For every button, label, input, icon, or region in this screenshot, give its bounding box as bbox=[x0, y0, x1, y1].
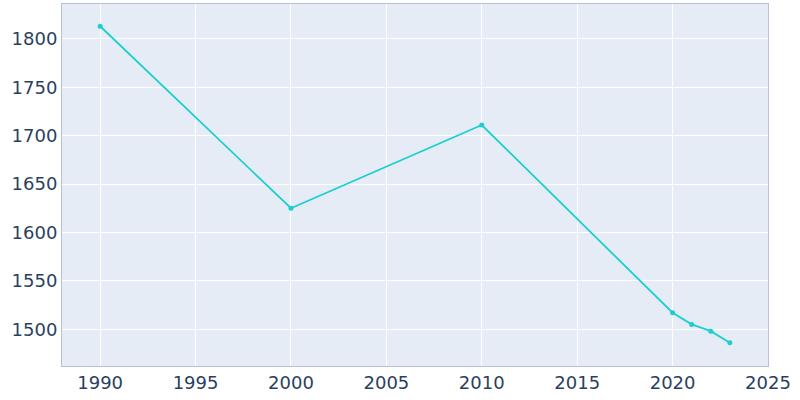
svg-text:1990: 1990 bbox=[77, 372, 123, 393]
svg-text:1650: 1650 bbox=[12, 173, 58, 194]
svg-text:2020: 2020 bbox=[650, 372, 696, 393]
svg-text:2005: 2005 bbox=[363, 372, 409, 393]
svg-text:1750: 1750 bbox=[12, 77, 58, 98]
svg-text:2015: 2015 bbox=[554, 372, 600, 393]
svg-text:1600: 1600 bbox=[12, 222, 58, 243]
svg-text:2000: 2000 bbox=[268, 372, 314, 393]
svg-text:1800: 1800 bbox=[12, 28, 58, 49]
svg-text:1500: 1500 bbox=[12, 319, 58, 340]
svg-text:1995: 1995 bbox=[173, 372, 219, 393]
svg-text:2010: 2010 bbox=[459, 372, 505, 393]
svg-text:1700: 1700 bbox=[12, 125, 58, 146]
svg-text:2025: 2025 bbox=[745, 372, 791, 393]
svg-text:1550: 1550 bbox=[12, 270, 58, 291]
